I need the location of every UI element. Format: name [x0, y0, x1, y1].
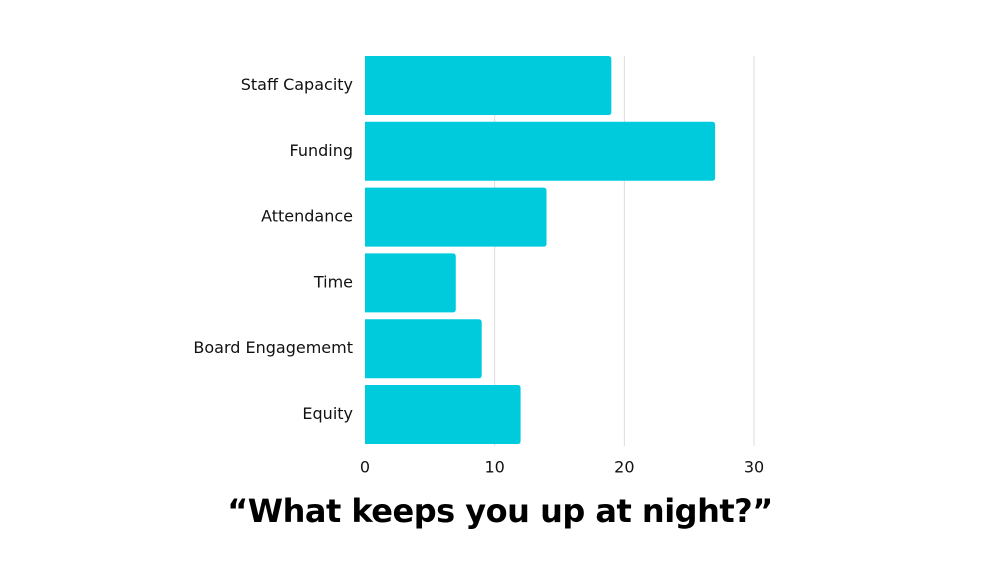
category-label: Staff Capacity [241, 75, 353, 94]
bar [365, 56, 612, 115]
x-tick-label: 20 [614, 458, 634, 477]
bars [365, 56, 716, 444]
bar [365, 385, 521, 444]
category-label: Time [313, 272, 353, 291]
bar [365, 121, 716, 181]
bar [365, 319, 482, 379]
x-tick-label: 0 [360, 458, 370, 477]
bar [365, 187, 547, 247]
x-axis-ticks: 0 10 20 30 [360, 458, 764, 477]
x-tick-label: 10 [484, 458, 504, 477]
category-label: Attendance [261, 207, 353, 226]
x-tick-label: 30 [744, 458, 764, 477]
chart-title: “What keeps you up at night?” [227, 492, 773, 530]
grid-lines [494, 56, 755, 446]
category-label: Equity [302, 404, 353, 423]
category-label: Board Engagememt [193, 338, 353, 357]
bar [365, 253, 456, 313]
category-label: Funding [289, 141, 353, 160]
category-labels: Staff Capacity Funding Attendance Time Board… [193, 75, 353, 423]
